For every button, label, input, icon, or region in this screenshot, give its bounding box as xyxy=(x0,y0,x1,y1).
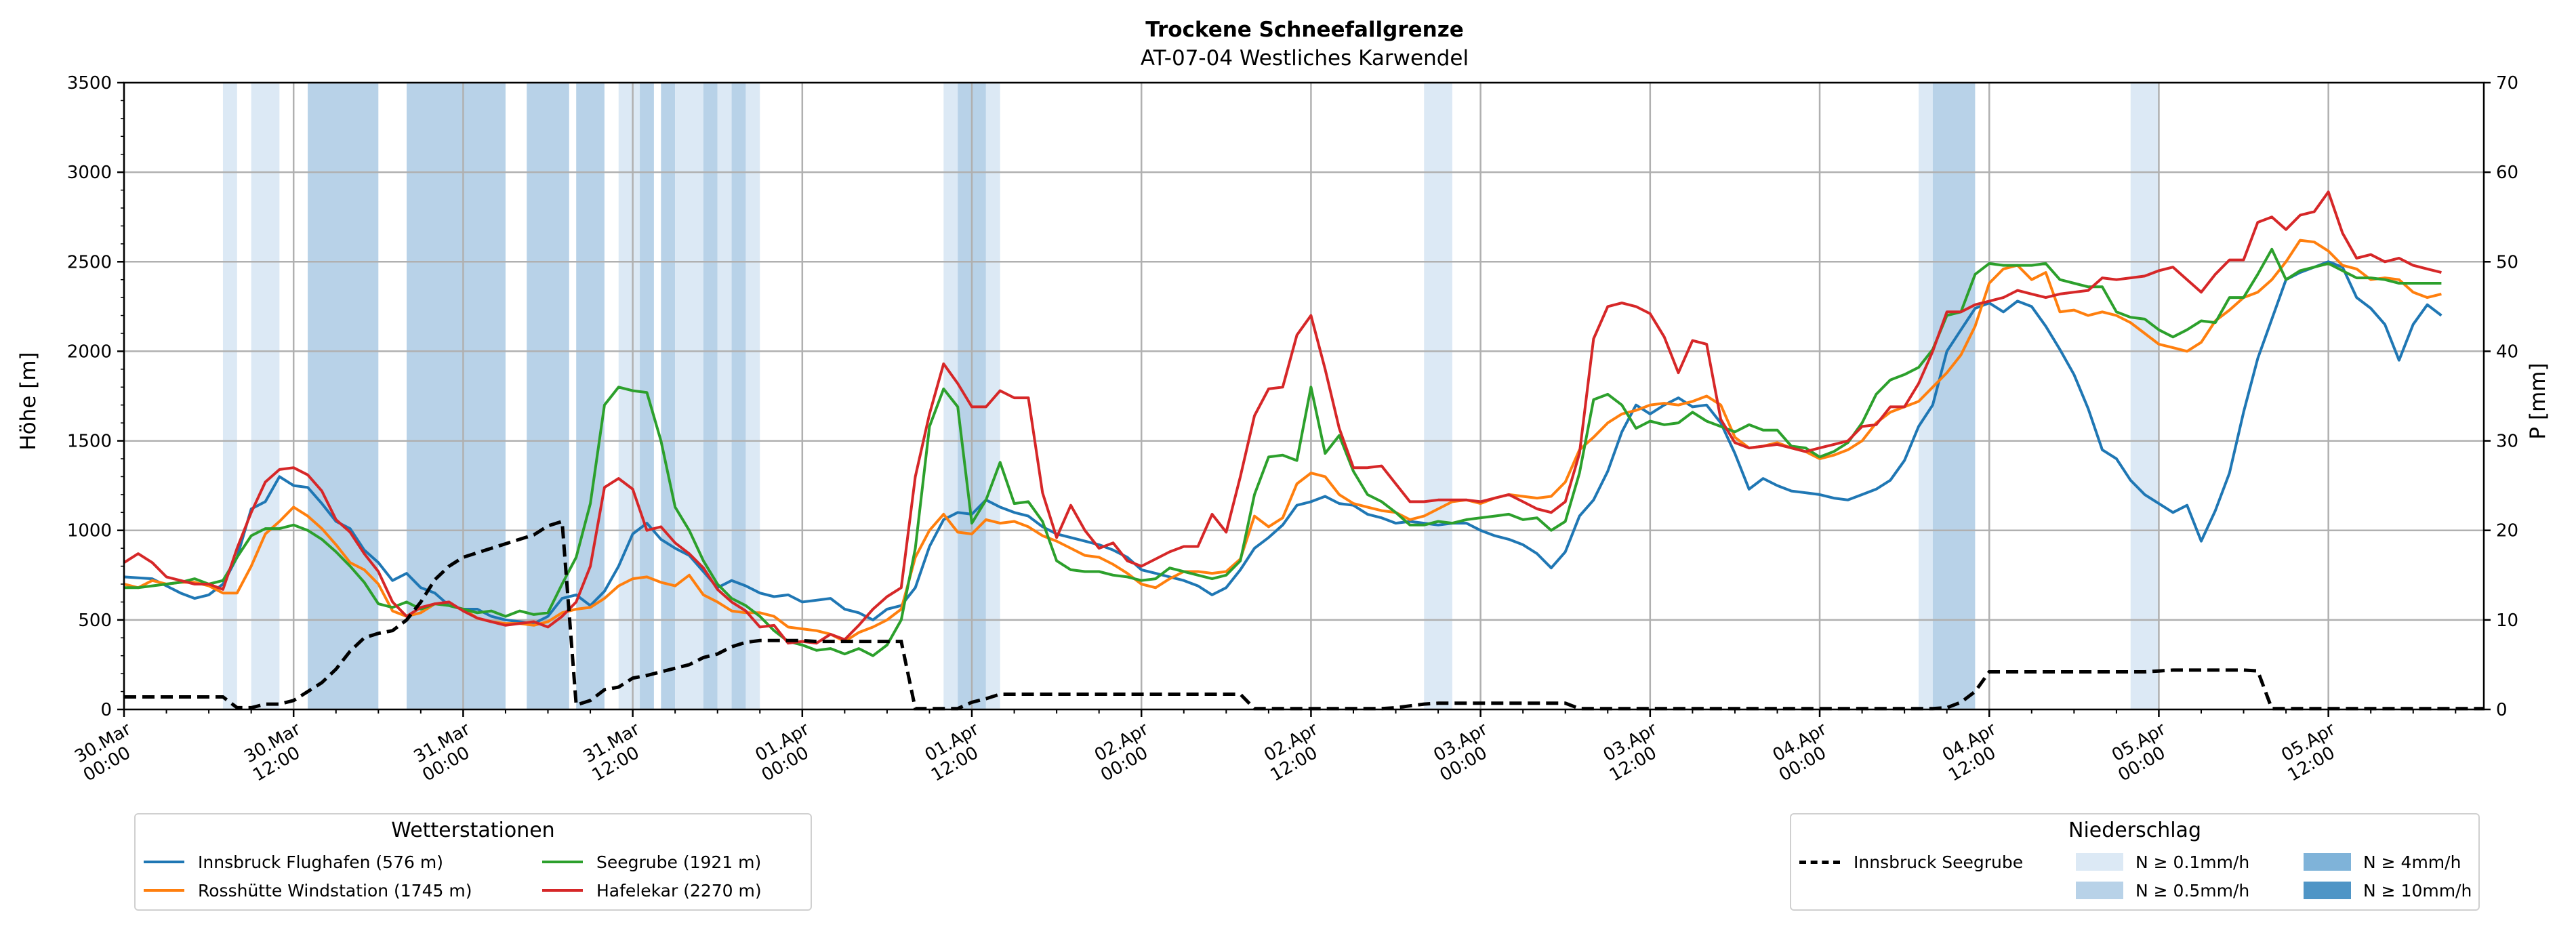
legend-label: N ≥ 10mm/h xyxy=(2363,880,2472,901)
legend-stations: Wetterstationen Innsbruck Flughafen (576… xyxy=(134,813,812,911)
y-tick-label-right: 30 xyxy=(2496,432,2518,452)
precip-band xyxy=(576,83,605,709)
y-tick-label-left: 2000 xyxy=(67,342,112,362)
precip-band xyxy=(527,83,569,709)
y-tick-label-left: 1000 xyxy=(67,521,112,541)
y-tick-label-right: 40 xyxy=(2496,342,2518,362)
legend-precip-title: Niederschlag xyxy=(2068,819,2201,842)
precip-band xyxy=(265,83,280,709)
legend-stations-title: Wetterstationen xyxy=(391,819,555,842)
legend-label: Innsbruck Seegrube xyxy=(1854,852,2024,872)
precip-bands xyxy=(222,83,2159,709)
legend-swatch xyxy=(144,889,184,892)
legend-swatch xyxy=(542,889,583,892)
precip-band xyxy=(717,83,732,709)
y-tick-label-left: 3000 xyxy=(67,163,112,183)
precip-band xyxy=(618,83,640,709)
y-tick-label-right: 10 xyxy=(2496,611,2518,631)
chart-subtitle: AT-07-04 Westliches Karwendel xyxy=(1141,46,1469,70)
legend-swatch xyxy=(2304,882,2351,899)
legend-swatch xyxy=(2076,853,2123,871)
x-tick-label: 05.Apr12:00 xyxy=(2274,719,2350,786)
x-tick-label: 30.Mar00:00 xyxy=(70,719,145,786)
series-line xyxy=(123,190,2442,645)
y-axis-label-left: Höhe [m] xyxy=(16,352,41,450)
y-tick-label-right: 20 xyxy=(2496,521,2518,541)
legend-entry-n4: N ≥ 4mm/h xyxy=(2304,848,2461,875)
precip-line xyxy=(124,519,2484,711)
legend-swatch xyxy=(2076,882,2123,899)
legend-swatch xyxy=(1799,860,1840,864)
legend-entry-rosshuette: Rosshütte Windstation (1745 m) xyxy=(144,877,472,904)
legend-label: Hafelekar (2270 m) xyxy=(596,880,762,901)
precip-band xyxy=(731,83,746,709)
x-tick-label: 30.Mar12:00 xyxy=(239,719,314,786)
legend-label: N ≥ 4mm/h xyxy=(2363,852,2461,872)
precip-band xyxy=(1424,83,1452,709)
x-tick-label: 01.Apr00:00 xyxy=(748,719,823,786)
x-tick-label: 02.Apr12:00 xyxy=(1256,719,1332,786)
legend-swatch xyxy=(542,861,583,863)
legend-label: N ≥ 0.1mm/h xyxy=(2135,852,2250,872)
y-tick-label-right: 50 xyxy=(2496,252,2518,272)
legend-label: Innsbruck Flughafen (576 m) xyxy=(198,852,443,872)
chart-title: Trockene Schneefallgrenze xyxy=(1145,18,1464,42)
precip-band xyxy=(985,83,1000,709)
y-tick-label-left: 3500 xyxy=(67,73,112,94)
series-line xyxy=(124,247,2442,657)
legend-entry-innsbruck-seegrube: Innsbruck Seegrube xyxy=(1799,848,2023,875)
plot-frame xyxy=(123,81,2485,711)
series-line xyxy=(123,260,2442,625)
legend-entry-hafelekar: Hafelekar (2270 m) xyxy=(542,877,762,904)
legend-entry-n01: N ≥ 0.1mm/h xyxy=(2076,848,2249,875)
legend-swatch xyxy=(2304,853,2351,871)
legend-entry-seegrube: Seegrube (1921 m) xyxy=(542,848,761,875)
x-tick-label: 01.Apr12:00 xyxy=(918,719,993,786)
legend-entry-n10: N ≥ 10mm/h xyxy=(2304,877,2472,904)
precip-band xyxy=(222,83,237,709)
precip-band xyxy=(1932,83,1976,709)
legend-label: N ≥ 0.5mm/h xyxy=(2135,880,2250,901)
y-tick-label-left: 0 xyxy=(100,700,112,720)
legend-precipitation: Niederschlag Innsbruck Seegrube N ≥ 0.1m… xyxy=(1790,813,2480,911)
x-tick-label: 04.Apr12:00 xyxy=(1935,719,2010,786)
y-tick-label-right: 0 xyxy=(2496,700,2508,720)
x-tick-label: 05.Apr00:00 xyxy=(2104,719,2180,786)
y-tick-label-left: 1500 xyxy=(67,432,112,452)
y-tick-label-right: 60 xyxy=(2496,163,2518,183)
x-tick-label: 02.Apr00:00 xyxy=(1087,719,1162,786)
x-tick-label: 31.Mar00:00 xyxy=(409,719,484,786)
y-tick-label-left: 2500 xyxy=(67,252,112,272)
precip-band xyxy=(703,83,718,709)
y-tick-label-left: 500 xyxy=(78,611,112,631)
legend-entry-innsbruck-flughafen: Innsbruck Flughafen (576 m) xyxy=(144,848,443,875)
precip-band xyxy=(2130,83,2159,709)
y-tick-label-right: 70 xyxy=(2496,73,2518,94)
precip-band xyxy=(675,83,703,709)
x-tick-label: 31.Mar12:00 xyxy=(579,719,654,786)
legend-label: Rosshütte Windstation (1745 m) xyxy=(198,880,472,901)
precip-band xyxy=(745,83,760,709)
y-axis-label-right: P [mm] xyxy=(2526,363,2550,439)
x-tick-label: 03.Apr12:00 xyxy=(1596,719,1671,786)
x-tick-label: 04.Apr00:00 xyxy=(1765,719,1841,786)
legend-swatch xyxy=(144,861,184,863)
precip-band xyxy=(661,83,676,709)
legend-entry-n05: N ≥ 0.5mm/h xyxy=(2076,877,2249,904)
x-tick-label: 03.Apr00:00 xyxy=(1427,719,1502,786)
legend-label: Seegrube (1921 m) xyxy=(596,852,762,872)
precip-band xyxy=(308,83,379,709)
precip-band xyxy=(251,83,266,709)
series-lines xyxy=(123,190,2484,711)
